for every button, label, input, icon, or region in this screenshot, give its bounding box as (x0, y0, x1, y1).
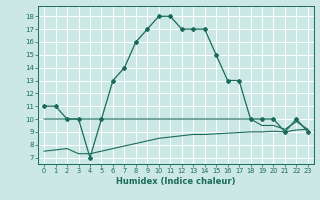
X-axis label: Humidex (Indice chaleur): Humidex (Indice chaleur) (116, 177, 236, 186)
